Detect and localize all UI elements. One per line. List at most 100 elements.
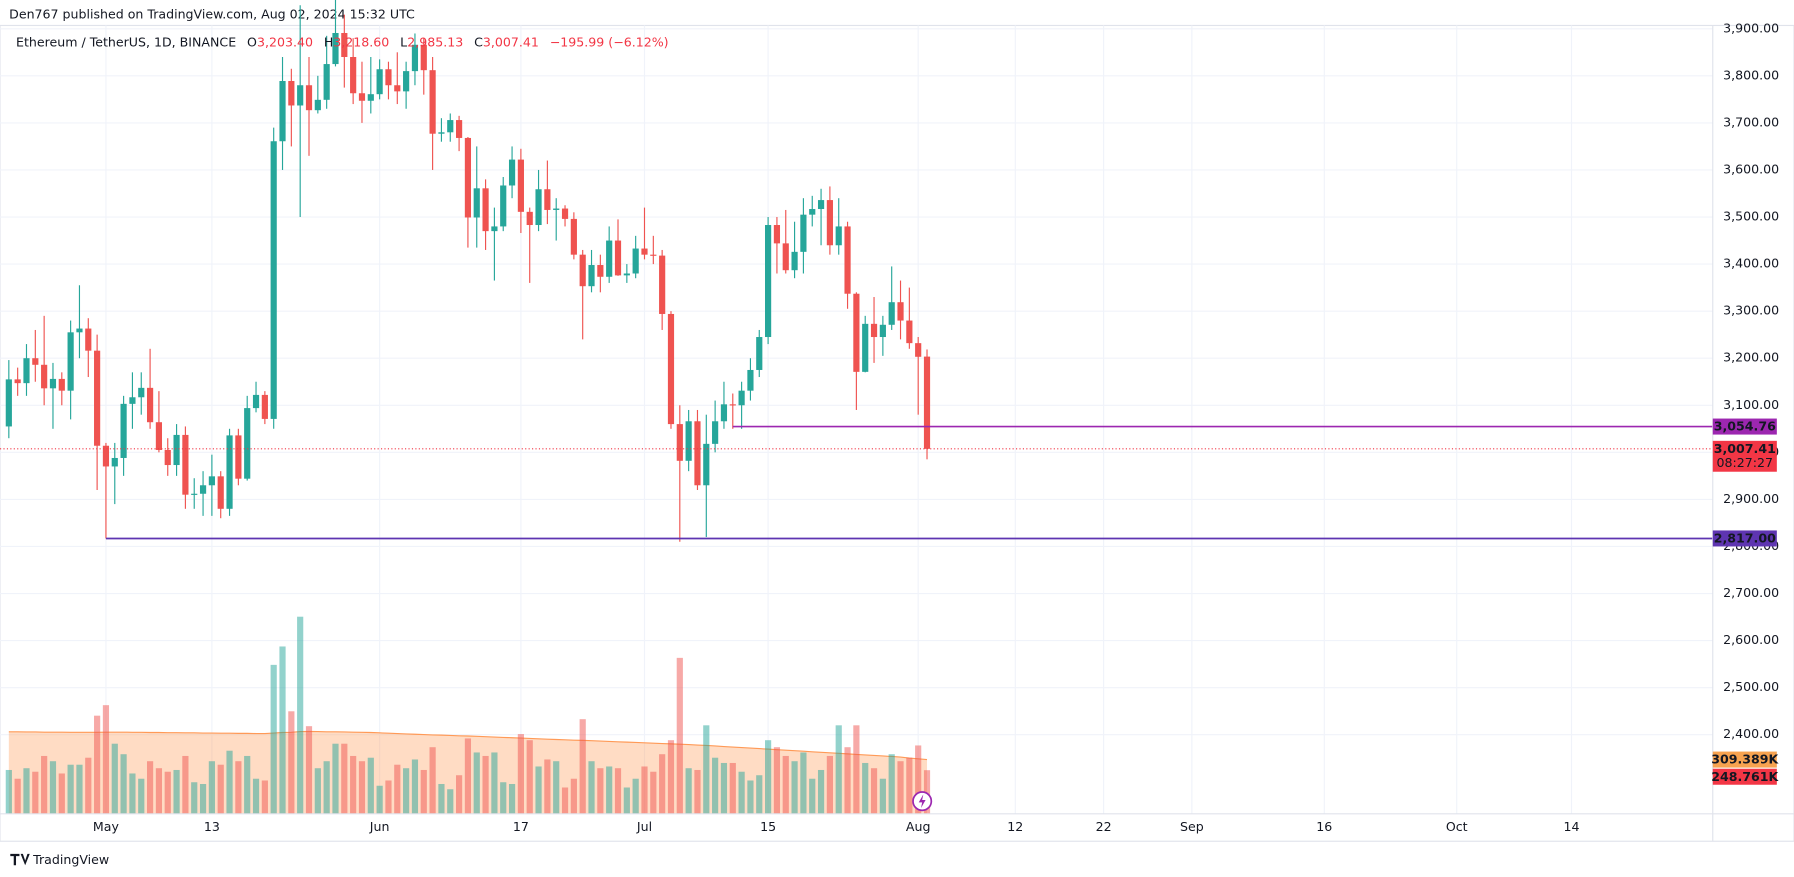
candle-body — [138, 387, 145, 398]
candle-body — [111, 457, 118, 467]
ohlc-value: 3,203.40 — [257, 34, 313, 49]
candle-body — [685, 421, 692, 461]
volume-bar — [217, 764, 224, 814]
candle-body — [923, 356, 931, 449]
candle-body — [482, 188, 489, 232]
candle-body — [614, 240, 622, 276]
candle-body — [553, 208, 560, 210]
volume-bar — [305, 726, 313, 814]
volume-bar — [394, 764, 401, 814]
candle-body — [350, 57, 357, 94]
volume-label: 309.389K — [1711, 752, 1779, 767]
volume-bar — [420, 769, 427, 814]
candle-body — [385, 69, 392, 86]
published-note: Den767 published on TradingView.com, Aug… — [9, 7, 415, 22]
icon-bolt — [918, 794, 926, 809]
axes: 3,900.00 3,800.00 3,700.00 3,600.00 3,500.00… — [93, 20, 1780, 834]
volume-bar — [632, 778, 639, 814]
volume-bar — [270, 664, 277, 814]
volume-bar — [58, 773, 65, 814]
volume-bar — [826, 755, 833, 814]
x-tick-label: 14 — [1563, 819, 1579, 834]
volume-bar — [694, 769, 701, 814]
volume-bar — [429, 747, 436, 814]
candle-body — [491, 226, 498, 232]
candle-body — [835, 226, 842, 246]
candle-body — [403, 71, 410, 92]
candle-body — [155, 422, 163, 450]
volume-bar — [297, 616, 304, 814]
volume-bar — [403, 768, 410, 814]
volume-bar — [729, 762, 736, 814]
overlay — [0, 425, 1713, 540]
candle-body — [332, 32, 339, 65]
candle-body — [667, 313, 675, 425]
candle-body — [588, 265, 595, 287]
candle-body — [641, 248, 648, 255]
candle-body — [535, 189, 542, 226]
volume-bar — [411, 759, 419, 814]
y-tick-label: 3,700.00 — [1723, 114, 1779, 129]
candle-body — [720, 404, 728, 422]
candle-body — [411, 44, 419, 72]
y-tick-label: 3,100.00 — [1723, 397, 1779, 412]
y-tick-label: 2,600.00 — [1723, 632, 1779, 647]
candle-body — [367, 94, 374, 101]
volume-bar — [765, 740, 772, 814]
volume-bar — [879, 778, 886, 814]
volume-bar — [252, 778, 260, 814]
candle-body — [844, 226, 851, 294]
candle-body — [323, 64, 330, 100]
volume-bar — [111, 743, 118, 814]
y-tick-label: 2,400.00 — [1723, 726, 1779, 741]
logo — [10, 853, 30, 866]
candle-body — [173, 434, 180, 466]
volume-bar — [800, 752, 807, 814]
volume-bar — [288, 711, 295, 814]
y-tick-label: 3,400.00 — [1723, 256, 1779, 271]
x-tick-label: Oct — [1446, 819, 1468, 834]
candle-body — [288, 81, 295, 106]
volume-bar — [85, 757, 92, 814]
candle-body — [773, 225, 781, 244]
y-tick-label: 3,600.00 — [1723, 161, 1779, 176]
candle-body — [597, 265, 604, 277]
candle-body — [526, 211, 533, 226]
replay-icon — [912, 791, 933, 812]
candle-body — [182, 434, 189, 495]
x-tick-label: 15 — [760, 819, 776, 834]
volume-bar — [332, 743, 339, 814]
volume-bar — [853, 725, 860, 814]
volume-bar — [712, 757, 719, 814]
candle-body — [199, 485, 207, 494]
candle-body — [517, 159, 524, 212]
candle-body — [420, 44, 427, 71]
y-tick-label: 3,500.00 — [1723, 209, 1779, 224]
candle-body — [473, 188, 480, 218]
volume-bar — [614, 768, 622, 814]
candle-body — [703, 443, 710, 486]
change: −195.99 (−6.12%) — [550, 34, 669, 49]
volume-bar — [164, 771, 171, 814]
candle-body — [791, 251, 798, 271]
candle-body — [817, 200, 825, 210]
volume-label: 248.761K — [1711, 769, 1779, 784]
candle-body — [164, 449, 171, 466]
volume-bar — [650, 771, 657, 814]
volume-bar — [367, 757, 374, 814]
candle-body — [676, 424, 683, 461]
candle-body — [297, 85, 304, 106]
volume-bar — [76, 764, 83, 814]
level-label: 3,054.76 — [1714, 419, 1776, 434]
x-tick-label: May — [93, 819, 120, 834]
x-tick-label: 13 — [204, 819, 220, 834]
volume-bar — [323, 761, 330, 814]
candle-body — [500, 185, 507, 227]
candle-body — [67, 332, 74, 391]
volume-bar — [146, 761, 154, 814]
candle-body — [508, 159, 516, 186]
volume-bar — [570, 778, 577, 814]
volume-bar — [720, 762, 728, 814]
candle-body — [120, 403, 127, 458]
countdown: 08:27:27 — [1717, 455, 1774, 470]
